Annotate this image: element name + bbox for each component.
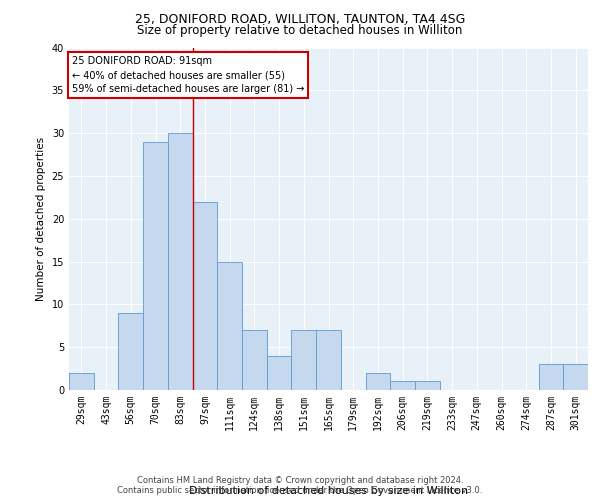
Bar bbox=[292, 330, 316, 390]
Y-axis label: Number of detached properties: Number of detached properties bbox=[36, 136, 46, 301]
Bar bbox=[242, 330, 267, 390]
Bar bbox=[365, 373, 390, 390]
Bar bbox=[217, 262, 242, 390]
Bar bbox=[168, 133, 193, 390]
Bar bbox=[118, 313, 143, 390]
Bar bbox=[69, 373, 94, 390]
Bar bbox=[143, 142, 168, 390]
Text: Size of property relative to detached houses in Williton: Size of property relative to detached ho… bbox=[137, 24, 463, 37]
Text: Contains public sector information licensed under the Open Government Licence v3: Contains public sector information licen… bbox=[118, 486, 482, 495]
Text: Contains HM Land Registry data © Crown copyright and database right 2024.: Contains HM Land Registry data © Crown c… bbox=[137, 476, 463, 485]
Text: 25 DONIFORD ROAD: 91sqm
← 40% of detached houses are smaller (55)
59% of semi-de: 25 DONIFORD ROAD: 91sqm ← 40% of detache… bbox=[71, 56, 304, 94]
Bar bbox=[316, 330, 341, 390]
Bar bbox=[193, 202, 217, 390]
Text: 25, DONIFORD ROAD, WILLITON, TAUNTON, TA4 4SG: 25, DONIFORD ROAD, WILLITON, TAUNTON, TA… bbox=[135, 12, 465, 26]
Bar bbox=[267, 356, 292, 390]
Bar bbox=[563, 364, 588, 390]
Bar bbox=[539, 364, 563, 390]
X-axis label: Distribution of detached houses by size in Williton: Distribution of detached houses by size … bbox=[189, 486, 468, 496]
Bar bbox=[415, 382, 440, 390]
Bar bbox=[390, 382, 415, 390]
